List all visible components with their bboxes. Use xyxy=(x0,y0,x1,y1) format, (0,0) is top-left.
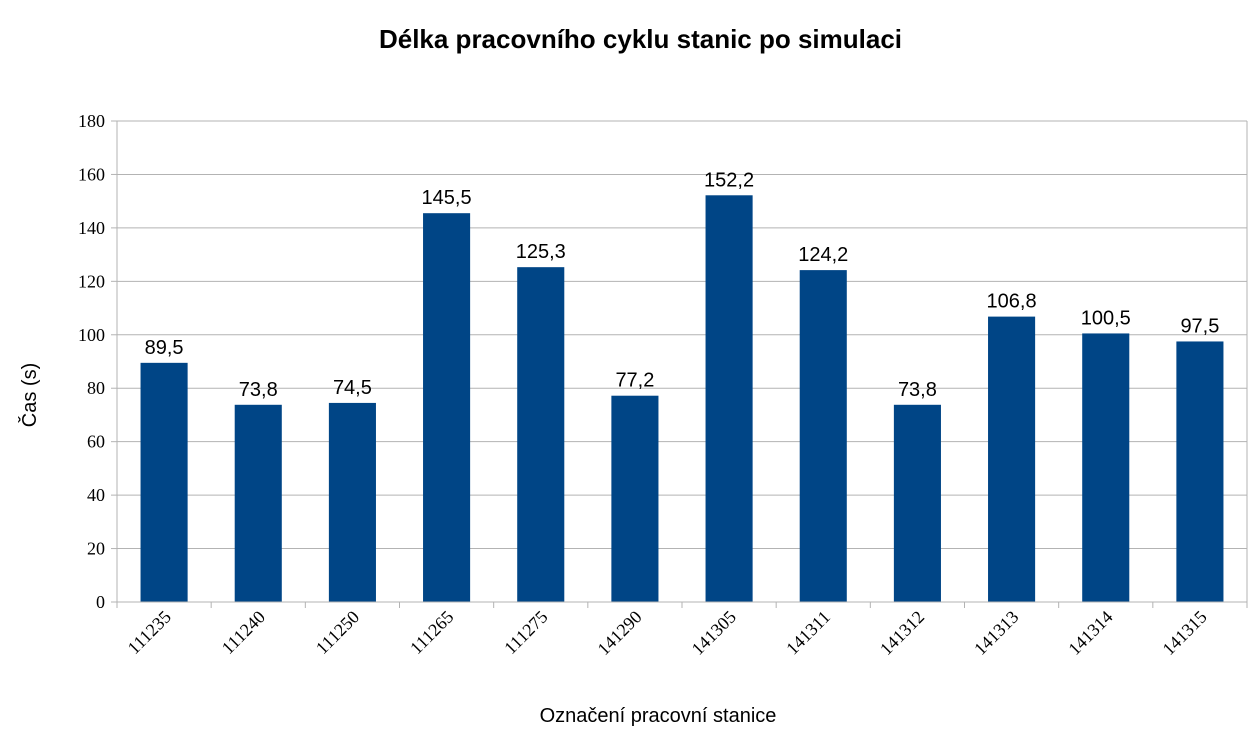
data-label: 73,8 xyxy=(898,379,937,401)
x-tick-label: 111275 xyxy=(500,607,551,658)
data-label: 125,3 xyxy=(516,241,566,263)
bar xyxy=(1082,333,1130,602)
y-tick-label: 40 xyxy=(87,485,105,505)
x-tick-label: 141311 xyxy=(782,607,834,659)
x-axis-title: Označení pracovní stanice xyxy=(540,705,777,727)
data-label: 74,5 xyxy=(333,377,372,399)
bar xyxy=(328,402,376,602)
y-tick-label: 60 xyxy=(87,432,105,452)
data-label: 77,2 xyxy=(615,370,654,392)
x-tick-label: 111265 xyxy=(406,607,457,658)
bars xyxy=(140,195,1224,603)
y-tick-label: 20 xyxy=(87,539,105,559)
y-tick-label: 160 xyxy=(78,164,105,184)
x-tick-label: 111240 xyxy=(218,607,269,658)
bar xyxy=(140,362,188,602)
bar xyxy=(517,267,565,602)
x-tick-label: 141290 xyxy=(593,607,645,659)
y-tick-label: 80 xyxy=(87,378,105,398)
data-label: 89,5 xyxy=(145,337,184,359)
y-tick-label: 100 xyxy=(78,325,105,345)
bar xyxy=(988,316,1036,602)
x-tick-label: 141312 xyxy=(876,607,928,659)
bar xyxy=(1176,341,1224,602)
data-label: 97,5 xyxy=(1180,315,1219,337)
chart-title: Délka pracovního cyklu stanic po simulac… xyxy=(378,24,903,54)
data-label: 152,2 xyxy=(704,169,754,191)
data-labels: 89,5 73,8 74,5 145,5 125,3 77,2 152,2 124,2 73,8… xyxy=(145,169,1220,401)
x-tick-label: 141305 xyxy=(688,607,740,659)
data-label: 106,8 xyxy=(987,291,1037,313)
data-label: 100,5 xyxy=(1081,307,1131,329)
bar xyxy=(893,404,941,602)
y-tick-label: 0 xyxy=(96,592,105,612)
x-tick-label: 141315 xyxy=(1158,607,1210,659)
data-label: 73,8 xyxy=(239,379,278,401)
x-tick-label: 111250 xyxy=(312,607,363,658)
y-tick-label: 180 xyxy=(78,111,105,131)
y-tick-label: 120 xyxy=(78,271,105,291)
y-tick-label: 140 xyxy=(78,218,105,238)
bar xyxy=(611,395,659,602)
data-label: 145,5 xyxy=(422,187,472,209)
bar xyxy=(423,213,471,603)
x-tick-label: 141314 xyxy=(1064,607,1116,659)
data-label: 124,2 xyxy=(798,244,848,266)
bar xyxy=(799,270,847,602)
gridlines xyxy=(117,120,1247,550)
x-tick-label: 141313 xyxy=(970,607,1022,659)
y-axis-title: Čas (s) xyxy=(18,363,41,427)
x-tick-label: 111235 xyxy=(124,607,175,658)
bar xyxy=(705,195,753,602)
bar xyxy=(234,404,282,602)
